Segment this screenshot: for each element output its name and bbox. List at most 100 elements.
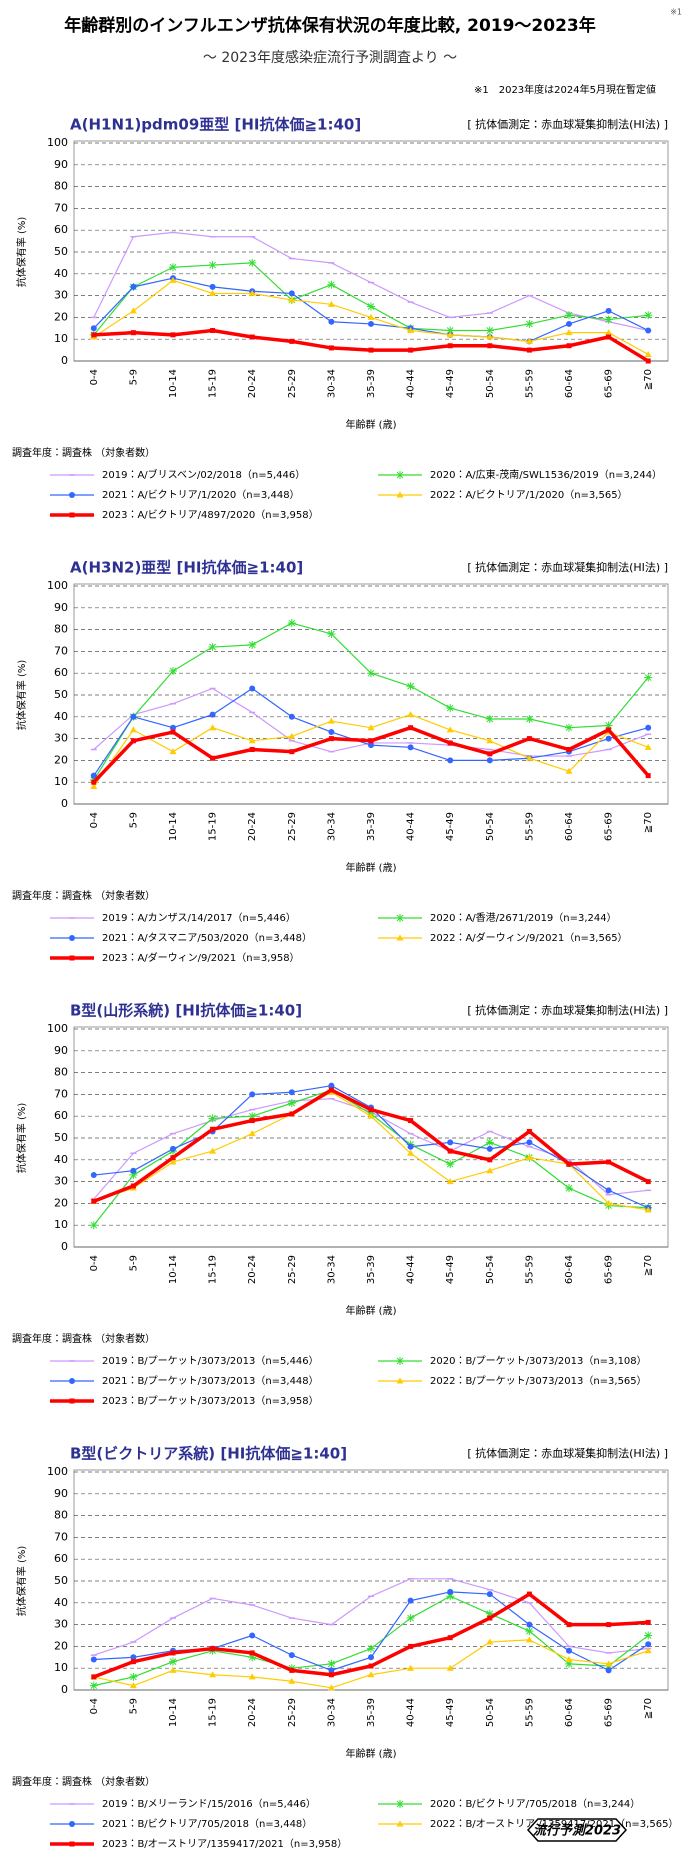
marker (644, 1647, 652, 1654)
marker (248, 258, 257, 267)
marker (396, 1800, 404, 1808)
y-tick-label: 10 (54, 775, 68, 788)
marker (169, 1666, 177, 1673)
marker (249, 1091, 256, 1098)
y-tick-label: 20 (54, 1639, 68, 1652)
legend-label: 2021：A/タスマニア/503/2020（n=3,448） (102, 932, 312, 944)
x-tick-label: 35-39 (366, 1255, 377, 1284)
y-tick-label: 20 (54, 753, 68, 766)
legend-label: 2023：A/ビクトリア/4897/2020（n=3,958） (102, 509, 319, 521)
x-tick-label: 35-39 (366, 812, 377, 841)
marker (526, 1139, 533, 1146)
marker (447, 343, 453, 349)
x-tick-label: 10-14 (168, 1255, 179, 1284)
marker (605, 329, 613, 336)
y-tick-label: 20 (54, 310, 68, 323)
series-line (93, 1085, 649, 1209)
marker (396, 1357, 404, 1365)
subtitle: ～ 2023年度感染症流行予測調査より ～ (203, 49, 457, 66)
marker (407, 711, 415, 718)
marker (69, 935, 75, 941)
legend-label: 2023：B/プーケット/3073/2013（n=3,958） (102, 1395, 319, 1407)
marker (367, 1112, 375, 1119)
marker (367, 1644, 375, 1653)
marker (604, 315, 613, 324)
marker (446, 726, 454, 733)
marker (396, 934, 404, 941)
legend-label: 2019：A/ブリスベン/02/2018（n=5,446） (102, 468, 305, 481)
marker (248, 1112, 257, 1121)
marker (208, 1114, 217, 1123)
marker (446, 1160, 455, 1169)
legend-label: 2023：A/ダーウィン/9/2021（n=3,958） (102, 951, 300, 964)
marker (485, 714, 494, 723)
marker (485, 1138, 494, 1147)
series-line (93, 687, 649, 776)
marker (130, 1183, 136, 1189)
x-tick-label: 40-44 (406, 1255, 417, 1284)
x-tick-label: 0-4 (89, 1698, 100, 1714)
legend-label: 2019：B/メリーランド/15/2016（n=5,446） (102, 1798, 316, 1810)
x-tick-label: 10-14 (168, 369, 179, 398)
legend-label: 2023：B/オーストリア/1359417/2021（n=3,958） (102, 1838, 347, 1850)
marker (566, 747, 572, 752)
marker (69, 492, 75, 498)
marker (170, 724, 176, 731)
marker (525, 714, 534, 723)
marker (288, 1677, 296, 1684)
marker (288, 713, 295, 720)
x-tick-label: 5-9 (128, 1698, 139, 1714)
y-tick-label: 30 (54, 1175, 68, 1188)
legend-label: 2020：B/ビクトリア/705/2018（n=3,244） (430, 1798, 640, 1810)
x-tick-label: 65-69 (604, 812, 615, 841)
legend-label: 2022：B/プーケット/3073/2013（n=3,565） (430, 1375, 647, 1387)
marker (328, 318, 335, 325)
marker (644, 311, 653, 320)
marker (368, 1654, 374, 1661)
marker (169, 748, 177, 755)
marker (408, 725, 414, 731)
x-tick-label: 15-19 (208, 369, 219, 398)
marker (605, 1199, 613, 1206)
marker (396, 1377, 404, 1384)
marker (328, 1672, 334, 1678)
marker (91, 332, 97, 338)
marker (485, 326, 494, 335)
x-tick-label: 60-64 (564, 812, 575, 841)
marker (289, 1111, 295, 1117)
marker (606, 1159, 612, 1165)
marker (407, 1143, 414, 1150)
marker (525, 754, 533, 761)
marker (69, 1841, 75, 1847)
x-tick-label: 55-59 (524, 812, 535, 841)
marker (486, 333, 494, 340)
marker (407, 1149, 415, 1156)
legend-label: 2020：A/広東-茂南/SWL1536/2019（n=3,244） (430, 468, 662, 481)
marker (287, 1099, 296, 1108)
marker (129, 726, 137, 733)
x-tick-label: 65-69 (604, 1698, 615, 1727)
marker (169, 1158, 177, 1165)
marker (644, 1631, 653, 1640)
y-tick-label: 70 (54, 644, 68, 657)
marker (209, 1671, 217, 1678)
y-tick-label: 70 (54, 1530, 68, 1543)
method-note: [ 抗体価測定：赤血球凝集抑制法(HI法) ] (467, 1003, 668, 1017)
marker (486, 757, 493, 764)
marker (368, 347, 374, 353)
marker (90, 1656, 97, 1663)
x-axis-label: 年齢群 (歳) (346, 861, 397, 874)
x-tick-label: 35-39 (366, 1698, 377, 1727)
marker (327, 280, 336, 289)
marker (645, 724, 652, 731)
legend-title: 調査年度：調査株 （対象者数） (12, 1775, 155, 1788)
marker (209, 724, 217, 731)
chart-title: A(H1N1)pdm09亜型 [HI抗体価≧1:40] (70, 116, 361, 134)
marker (566, 1622, 572, 1628)
x-axis-label: 年齢群 (歳) (346, 1304, 397, 1317)
marker (396, 471, 404, 479)
marker (327, 717, 335, 724)
plot-frame (73, 140, 669, 362)
marker (368, 1107, 374, 1113)
x-tick-label: 10-14 (168, 812, 179, 841)
